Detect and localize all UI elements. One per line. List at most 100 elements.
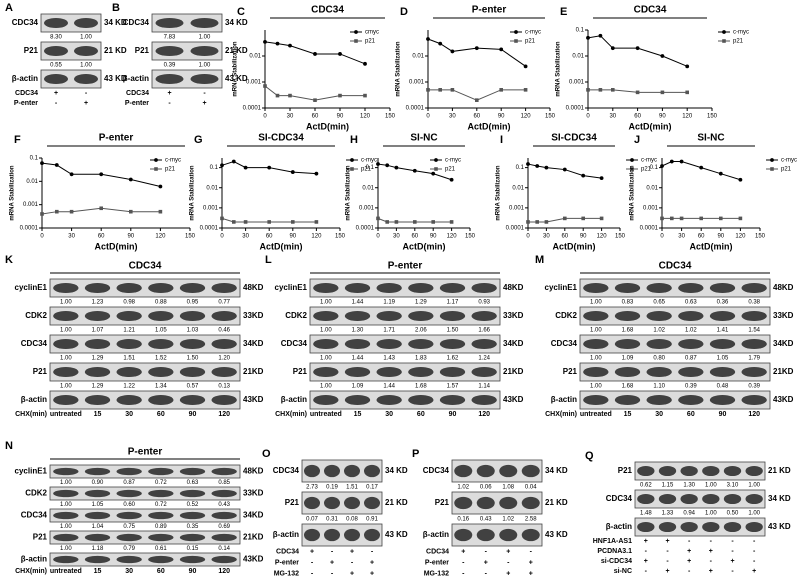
legend-marker (434, 167, 438, 171)
band-value: 1.20 (218, 356, 230, 362)
y-tick-label: 0.001 (643, 205, 659, 211)
band (499, 496, 518, 510)
band (614, 282, 641, 294)
band-name: CDC34 (21, 339, 48, 348)
blot-title: CDC34 (129, 261, 162, 272)
chart-title: P-enter (472, 5, 507, 16)
lane-label: + (644, 538, 648, 545)
band-value: 0.14 (218, 546, 230, 552)
band (702, 493, 720, 505)
band (148, 555, 174, 564)
band-value: 1.05 (155, 328, 167, 334)
band (471, 366, 497, 378)
band-value: 1.71 (383, 328, 395, 334)
y-tick-label: 0.0001 (506, 226, 525, 232)
point (523, 64, 528, 69)
band (344, 394, 371, 406)
band-value: 0.80 (653, 356, 665, 362)
panel-label: M (535, 254, 544, 266)
band-value: 1.09 (622, 356, 634, 362)
y-tick-label: 0.0001 (20, 226, 39, 232)
y-tick-label: 0.01 (249, 54, 261, 60)
band (211, 310, 237, 322)
band-size: 21 KD (225, 46, 248, 55)
band (614, 310, 641, 322)
band (148, 394, 174, 406)
band-size: 34 KD (768, 494, 791, 503)
band-value: 0.60 (123, 502, 135, 508)
band-value: 1.00 (590, 384, 602, 390)
x-tick-label: 150 (465, 234, 476, 240)
band-name: β-actin (21, 395, 47, 404)
x-tick-label: 120 (447, 234, 458, 240)
band-value: 1.29 (415, 300, 427, 306)
legend-label: c-myc (445, 158, 461, 164)
band (179, 555, 206, 564)
band (211, 511, 237, 520)
lane-label: + (665, 568, 669, 575)
lane-label: + (370, 559, 374, 566)
point (598, 88, 603, 92)
chart-title: SI-CDC34 (551, 133, 597, 144)
band-name: P21 (135, 46, 150, 55)
y-tick-label: 0.01 (206, 185, 218, 191)
point (431, 220, 435, 224)
point (563, 216, 567, 221)
x-tick-label: 0 (586, 114, 590, 120)
band (74, 45, 98, 57)
point (598, 33, 603, 38)
lane-label: + (370, 570, 374, 577)
band-value: 0.57 (187, 384, 199, 390)
band (84, 555, 111, 564)
band-name: P21 (618, 466, 633, 475)
band-size: 33KD (773, 311, 794, 320)
lane-label: 60 (157, 411, 165, 418)
band (324, 464, 340, 478)
band-value: 0.13 (218, 384, 230, 390)
band-size: 21 KD (385, 498, 408, 507)
lane-label: - (331, 548, 334, 555)
band (646, 282, 672, 294)
band-name: P21 (24, 46, 39, 55)
panel-label: A (5, 2, 13, 14)
band-value: 0.72 (155, 480, 167, 486)
band-value: 1.08 (502, 485, 514, 491)
band (84, 511, 111, 520)
point (426, 37, 430, 41)
blot-strip (579, 334, 771, 354)
x-tick-label: 60 (634, 114, 641, 120)
band (521, 496, 540, 510)
band-value: 0.94 (683, 511, 695, 517)
band (499, 528, 518, 542)
band (211, 467, 237, 476)
band (364, 496, 380, 510)
x-tick-label: 120 (521, 114, 532, 120)
lane-label: 120 (218, 568, 230, 575)
y-axis-label: mRNA Stabilization (556, 41, 562, 96)
band-name: P21 (293, 367, 308, 376)
band (211, 338, 237, 350)
band-value: 1.83 (415, 356, 427, 362)
band (148, 511, 174, 520)
x-tick-label: 30 (543, 234, 550, 240)
band (44, 17, 68, 29)
band (521, 464, 540, 478)
lane-row-name: P-enter (125, 100, 149, 107)
band-value: 1.18 (92, 546, 104, 552)
blot-strip (301, 459, 383, 483)
y-tick-label: 0.1 (210, 165, 219, 171)
band-value: 2.06 (415, 328, 427, 334)
band-value: 1.50 (187, 356, 199, 362)
point (313, 52, 317, 56)
band-size: 33KD (503, 311, 524, 320)
y-tick-label: 0.01 (362, 185, 374, 191)
band (741, 366, 767, 378)
band-value: 8.30 (50, 35, 62, 41)
point (69, 209, 74, 214)
band (364, 464, 380, 478)
band-name: cyclinE1 (275, 283, 308, 292)
lane-label: - (311, 559, 314, 566)
band (84, 282, 111, 294)
legend-label: c-myc (781, 158, 797, 164)
lane-label: + (350, 570, 354, 577)
